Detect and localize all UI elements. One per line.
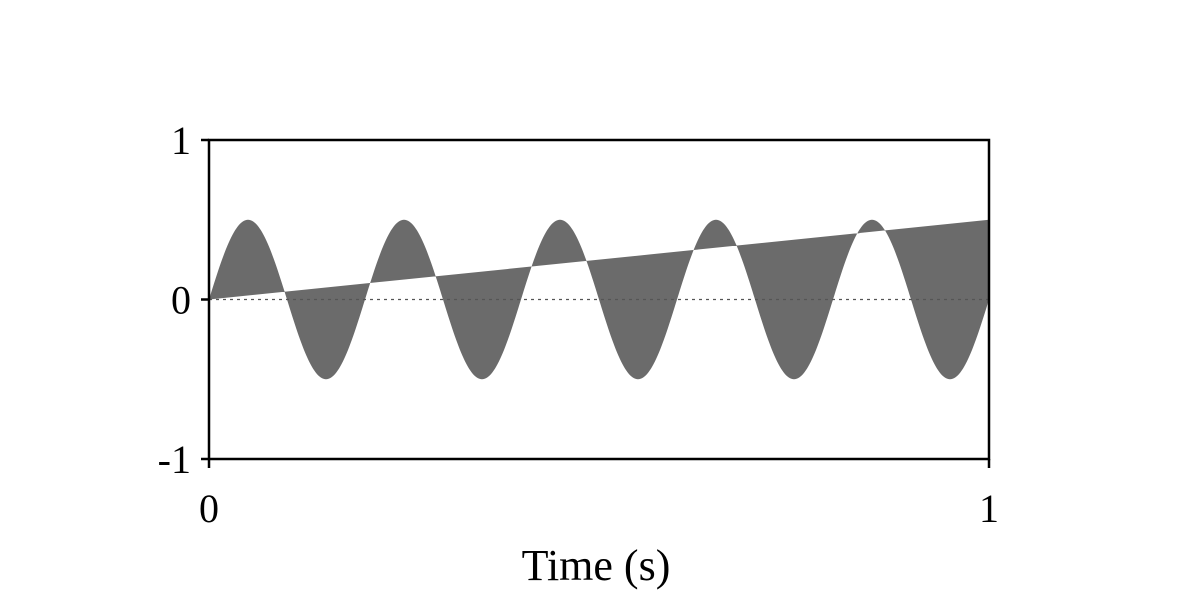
y-tick-label: -1: [158, 437, 191, 482]
x-tick-label: 1: [979, 486, 999, 531]
x-tick-label: 0: [199, 486, 219, 531]
ticks: 10-10 1: [158, 118, 999, 531]
shaded-area: [209, 219, 989, 380]
x-axis-label: Time (s): [522, 541, 671, 590]
plot-area: [209, 219, 989, 380]
y-tick-label: 0: [171, 278, 191, 323]
y-tick-label: 1: [171, 118, 191, 163]
